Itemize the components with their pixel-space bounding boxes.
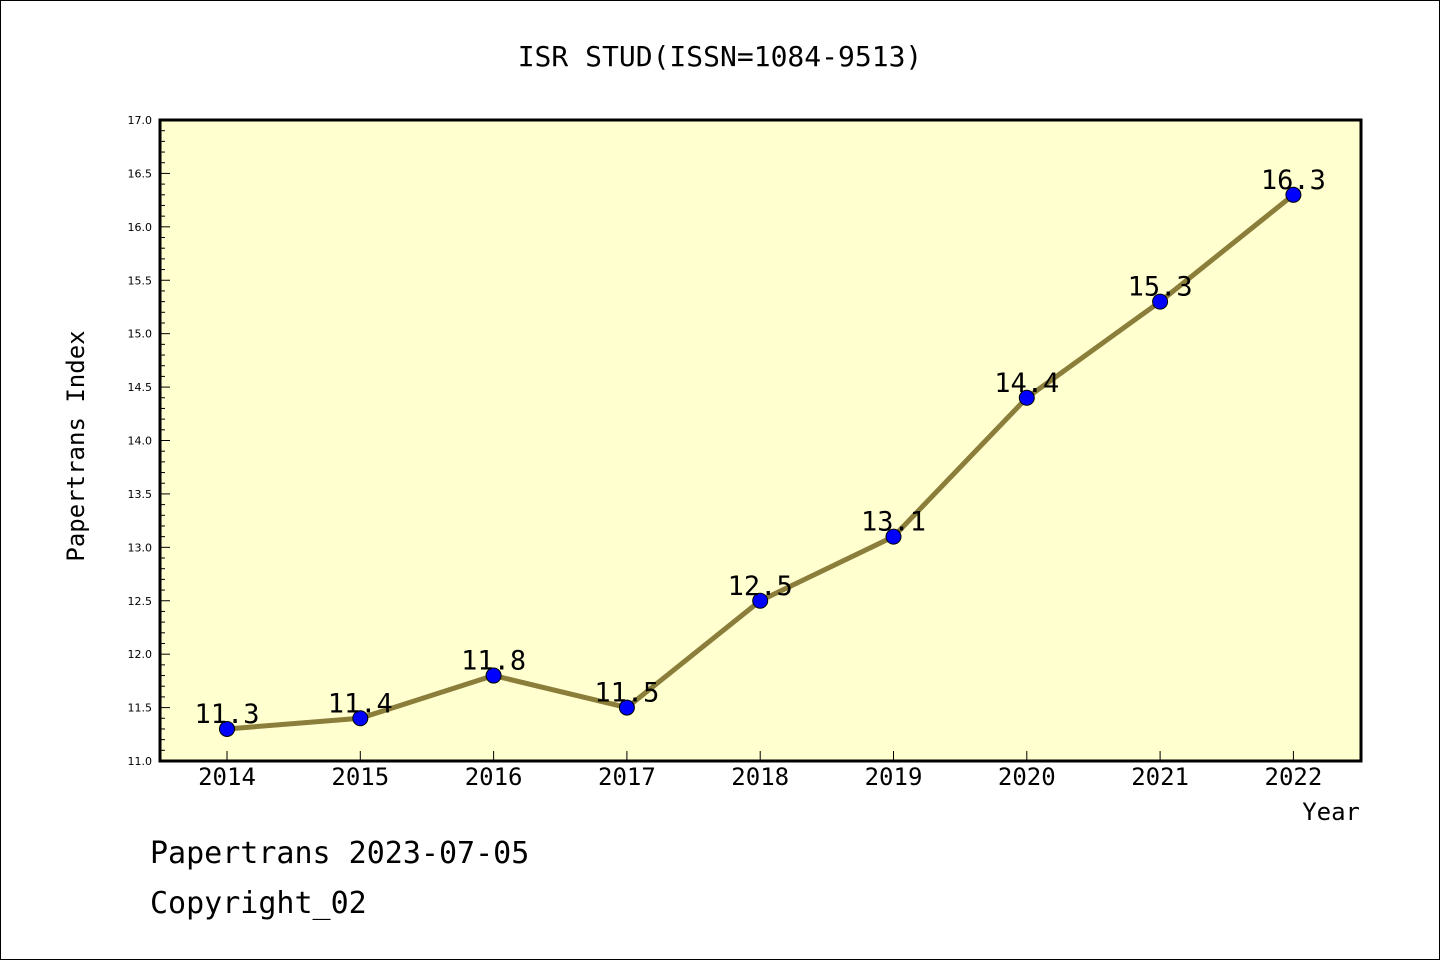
data-label: 16.3 — [1261, 165, 1326, 196]
y-tick-label: 14.0 — [128, 435, 153, 448]
footer-date: Papertrans 2023-07-05 — [150, 836, 529, 871]
data-label: 11.8 — [461, 646, 526, 677]
x-tick-label: 2018 — [731, 763, 789, 791]
x-axis-label: Year — [1302, 798, 1360, 826]
x-tick-label: 2022 — [1265, 763, 1323, 791]
y-tick-label: 11.5 — [128, 702, 153, 715]
y-tick-label: 13.5 — [128, 488, 153, 501]
y-tick-label: 13.0 — [128, 541, 153, 554]
data-point — [352, 710, 369, 727]
y-tick-label: 12.0 — [128, 648, 153, 661]
data-series: 11.3 11.4 11.8 11.5 12.5 13.1 14.4 15.3 16.3 — [194, 165, 1326, 737]
data-label: 14.4 — [994, 368, 1059, 399]
chart-title: ISR STUD(ISSN=1084-9513) — [518, 40, 923, 73]
y-tick-label: 11.0 — [128, 755, 153, 768]
data-point — [485, 667, 502, 684]
y-tick-label: 16.0 — [128, 221, 153, 234]
y-tick-label: 14.5 — [128, 381, 153, 394]
data-point — [1152, 293, 1169, 310]
data-label: 12.5 — [728, 571, 793, 602]
y-axis: 11.0 11.5 12.0 12.5 13.0 13.5 14.0 14.5 15.0 15.5… — [128, 114, 170, 768]
data-label: 13.1 — [861, 507, 926, 538]
data-point — [618, 699, 635, 716]
data-point — [1285, 186, 1302, 203]
data-point — [885, 528, 902, 545]
data-label: 11.5 — [594, 678, 659, 709]
x-tick-label: 2019 — [865, 763, 923, 791]
x-axis: 2014 2015 2016 2017 2018 2019 2020 2021 2022 — [198, 751, 1322, 791]
data-label: 11.3 — [194, 699, 259, 730]
x-tick-label: 2014 — [198, 763, 256, 791]
data-point — [752, 592, 769, 609]
data-label: 11.4 — [328, 688, 393, 719]
x-tick-label: 2020 — [998, 763, 1056, 791]
y-tick-label: 16.5 — [128, 167, 153, 180]
footer-copyright: Copyright_02 — [150, 886, 367, 921]
y-tick-label: 17.0 — [128, 114, 153, 127]
y-tick-label: 15.5 — [128, 274, 153, 287]
x-tick-label: 2015 — [331, 763, 389, 791]
data-label: 15.3 — [1128, 272, 1193, 303]
data-point — [1018, 389, 1035, 406]
y-tick-label: 15.0 — [128, 328, 153, 341]
x-tick-label: 2017 — [598, 763, 656, 791]
x-tick-label: 2016 — [465, 763, 523, 791]
y-axis-label: Papertrans Index — [62, 330, 90, 561]
y-tick-label: 12.5 — [128, 595, 153, 608]
plot-area — [158, 118, 1363, 763]
x-tick-label: 2021 — [1131, 763, 1189, 791]
data-point — [219, 720, 235, 737]
